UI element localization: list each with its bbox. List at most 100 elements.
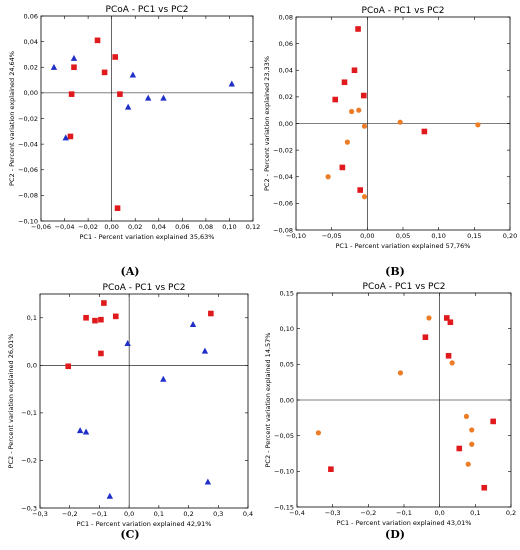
x-tick-label: −0,4 xyxy=(289,509,305,517)
data-point-square xyxy=(83,314,89,321)
y-tick-label: −0,1 xyxy=(21,409,37,417)
data-point-square xyxy=(114,205,121,211)
x-tick-label: 0,00 xyxy=(360,232,374,240)
data-point-square xyxy=(421,128,428,135)
x-tick-label: 0,20 xyxy=(503,232,517,240)
x-tick-label: 0,0 xyxy=(124,510,134,518)
data-point-circle xyxy=(469,427,475,433)
data-point-square xyxy=(456,445,463,452)
x-tick-label: −0,1 xyxy=(396,509,412,517)
plot-frame xyxy=(39,293,249,509)
x-tick-label: 0,3 xyxy=(213,510,223,518)
data-point-square xyxy=(351,67,358,74)
x-tick-label: 0,0 xyxy=(434,509,444,517)
data-point-square xyxy=(357,187,363,193)
data-point-triangle xyxy=(144,94,152,101)
data-point-triangle xyxy=(124,103,132,110)
panel-3: −0,3 −0,2 −0,1 0,0 0,1 0,2 0,3 0,4 −0,3 −0,2 −0,1 0… xyxy=(7,283,253,541)
y-tick-label: −0,05 xyxy=(274,432,294,440)
chart-title: PCoA - PC1 vs PC2 xyxy=(103,283,186,293)
data-point-square xyxy=(112,313,119,320)
data-point-square xyxy=(98,350,104,357)
data-point-square xyxy=(71,64,77,71)
y-tick-label: 0,10 xyxy=(280,325,294,333)
chart-title: PCoA - PC1 vs PC2 xyxy=(363,282,446,292)
data-point-triangle xyxy=(50,63,58,70)
y-tick-label: 0,1 xyxy=(27,314,37,322)
data-point-square xyxy=(332,96,339,103)
data-point-triangle xyxy=(201,347,209,354)
data-point-circle xyxy=(397,119,403,125)
data-point-square xyxy=(490,418,496,425)
panel-4: −0,4 −0,3 −0,2 −0,1 0,0 0,1 0,2 −0,15 −0,10 −0,05… xyxy=(264,282,516,541)
data-point-square xyxy=(444,315,450,321)
x-tick-label: 0,1 xyxy=(154,510,164,518)
data-point-square xyxy=(447,319,454,326)
x-tick-label: 0,05 xyxy=(396,232,410,240)
y-tick-label: −0,06 xyxy=(273,200,293,208)
x-tick-label: −0,05 xyxy=(322,232,342,240)
x-tick-label: 0,04 xyxy=(152,223,166,231)
data-point-circle xyxy=(469,441,475,447)
data-point-circle xyxy=(449,360,455,366)
x-tick-label: 0,00 xyxy=(104,223,118,231)
x-tick-label: 0,06 xyxy=(175,223,189,231)
data-point-circle xyxy=(344,139,350,145)
data-point-square xyxy=(68,91,75,97)
data-point-triangle xyxy=(76,427,84,434)
x-axis-label: PC1 - Percent variation explained 57,76% xyxy=(336,242,471,250)
data-point-triangle xyxy=(129,71,137,78)
x-axis-label: PC1 - Percent variation explained 35,63% xyxy=(80,233,215,241)
data-point-triangle xyxy=(160,94,167,101)
chart-title: PCoA - PC1 vs PC2 xyxy=(106,5,189,15)
x-tick-label: −0,02 xyxy=(78,223,98,231)
data-point-circle xyxy=(356,107,362,113)
data-point-square xyxy=(339,164,346,171)
data-point-square xyxy=(94,37,101,44)
data-point-circle xyxy=(315,430,321,436)
data-point-circle xyxy=(463,413,470,420)
data-point-triangle xyxy=(82,428,90,435)
data-point-triangle xyxy=(204,478,212,485)
y-tick-label: 0,05 xyxy=(280,361,294,369)
y-axis-label: PC2 - Percent variation explained 24,64% xyxy=(8,51,16,186)
data-point-square xyxy=(481,484,488,491)
data-point-square xyxy=(355,26,361,32)
data-point-square xyxy=(98,316,104,323)
panel-label: (A) xyxy=(121,265,140,278)
x-tick-label: 0,10 xyxy=(222,223,236,231)
x-tick-label: 0,1 xyxy=(470,509,480,517)
data-point-triangle xyxy=(160,375,167,382)
y-tick-label: −0,02 xyxy=(18,115,38,123)
y-tick-label: 0,00 xyxy=(24,89,38,97)
data-point-square xyxy=(360,92,367,99)
y-axis-label: PC2 - Percent variation explained 23,33% xyxy=(263,56,271,191)
x-tick-label: −0,3 xyxy=(325,509,341,517)
y-tick-label: −0,10 xyxy=(274,468,294,476)
data-point-circle xyxy=(361,123,368,129)
y-tick-label: 0,00 xyxy=(280,396,294,404)
x-axis-label: PC1 - Percent variation explained 42,91% xyxy=(77,520,212,528)
panel-1: −0,06 −0,04 −0,02 0,00 0,02 0,04 0,06 0,08 0,10 0… xyxy=(8,5,260,278)
y-axis-label: PC2 - Percent variation explained 14,57% xyxy=(264,333,272,468)
data-point-triangle xyxy=(124,340,131,347)
data-point-triangle xyxy=(106,492,114,499)
data-point-triangle xyxy=(189,321,197,328)
y-tick-label: 0,06 xyxy=(279,40,293,48)
y-tick-label: 0,02 xyxy=(24,64,38,72)
data-point-circle xyxy=(426,315,432,321)
data-point-circle xyxy=(361,194,368,200)
panel-label: (B) xyxy=(385,265,405,278)
y-tick-label: 0,15 xyxy=(280,289,294,297)
x-tick-label: 0,4 xyxy=(243,510,253,518)
data-point-square xyxy=(117,91,123,97)
data-point-triangle xyxy=(228,80,235,87)
data-point-circle xyxy=(465,461,471,467)
chart-title: PCoA - PC1 vs PC2 xyxy=(362,6,445,16)
y-tick-label: 0,0 xyxy=(27,362,37,370)
data-point-square xyxy=(112,54,118,60)
y-tick-label: 0,02 xyxy=(279,93,293,101)
x-tick-label: 0,08 xyxy=(199,223,213,231)
